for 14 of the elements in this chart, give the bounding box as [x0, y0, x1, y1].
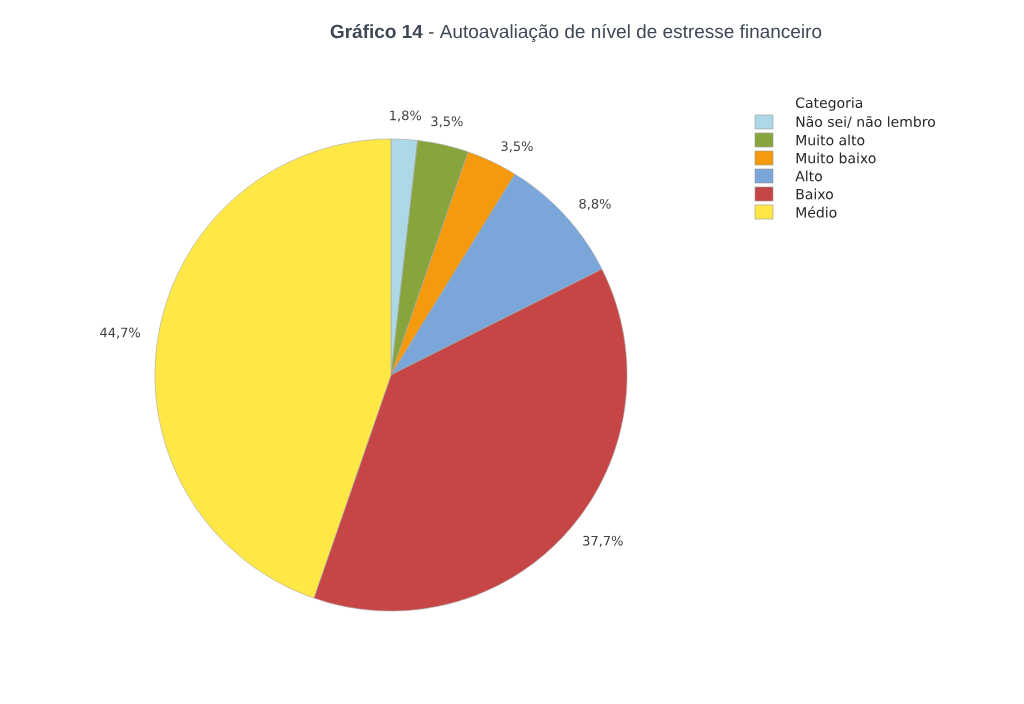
data-label: 37,7% [583, 535, 623, 547]
legend-label: Baixo [796, 188, 833, 200]
data-label: 3,5% [501, 141, 533, 153]
data-label: 1,8% [390, 110, 422, 122]
legend-label: Alto [795, 170, 822, 182]
legend-label: Médio [796, 206, 837, 218]
data-label: 3,5% [431, 116, 463, 128]
legend-title: Categoria [796, 97, 863, 111]
legend-label: Muito alto [796, 134, 865, 146]
legend-label: Não sei/ não lembro [796, 115, 936, 129]
data-label: 8,8% [579, 198, 611, 211]
chart-title: Gráfico 14 - Autoavaliação de nível de estresse financeiro [330, 23, 822, 42]
legend-label: Muito baixo [796, 152, 876, 164]
data-label: 44,7% [100, 327, 141, 339]
